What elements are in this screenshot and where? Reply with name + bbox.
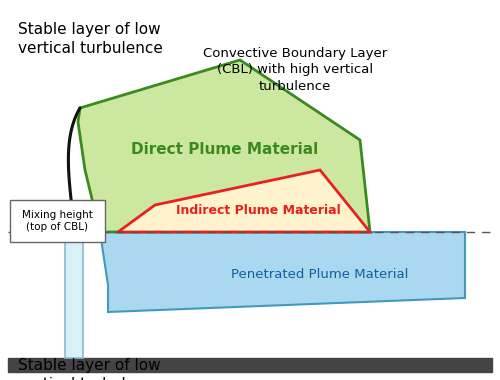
Text: Penetrated Plume Material: Penetrated Plume Material: [232, 269, 408, 282]
Polygon shape: [100, 232, 465, 312]
Text: Indirect Plume Material: Indirect Plume Material: [176, 204, 340, 217]
Bar: [8, 358, 492, 372]
Text: Mixing height
(top of CBL): Mixing height (top of CBL): [22, 210, 93, 232]
Text: Stable layer of low
vertical turbulence: Stable layer of low vertical turbulence: [18, 358, 163, 380]
Text: Direct Plume Material: Direct Plume Material: [132, 142, 318, 157]
Text: Convective Boundary Layer
(CBL) with high vertical
turbulence: Convective Boundary Layer (CBL) with hig…: [203, 46, 387, 93]
Polygon shape: [118, 170, 370, 232]
Polygon shape: [78, 60, 370, 232]
Text: Stable layer of low
vertical turbulence: Stable layer of low vertical turbulence: [18, 22, 163, 55]
FancyBboxPatch shape: [10, 200, 105, 242]
Bar: [65, 238, 83, 358]
